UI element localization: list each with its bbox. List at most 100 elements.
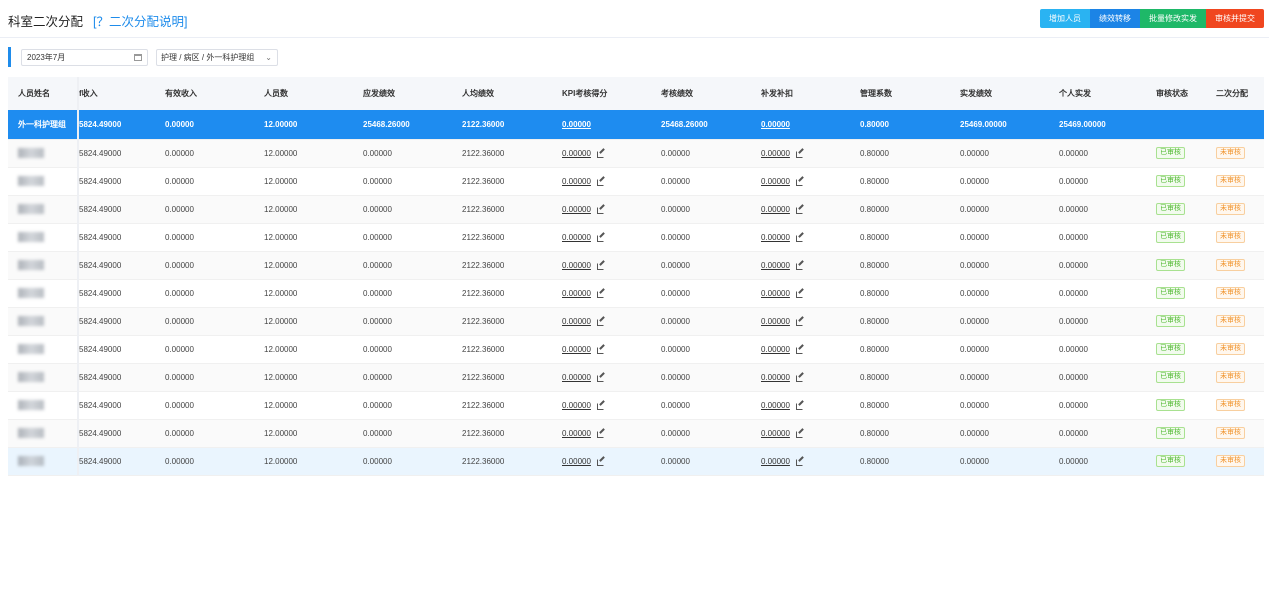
supplement-link[interactable]: 0.00000	[761, 316, 790, 326]
batch-edit-button[interactable]: 批量修改实发	[1140, 9, 1206, 28]
month-picker[interactable]: 2023年7月	[21, 49, 148, 66]
second-status-badge: 未审核	[1216, 455, 1245, 467]
supplement-link[interactable]: 0.00000	[761, 260, 790, 270]
kpi-link[interactable]: 0.00000	[562, 456, 591, 466]
edit-icon[interactable]	[795, 150, 803, 159]
edit-icon[interactable]	[596, 318, 604, 327]
cell-income: 5824.49000	[78, 447, 165, 476]
masked-name: 李一	[18, 232, 44, 242]
table-row[interactable]: 姜一一5824.490000.0000012.000000.000002122.…	[8, 167, 1264, 196]
edit-icon[interactable]	[596, 458, 604, 467]
edit-icon[interactable]	[596, 374, 604, 383]
table-row[interactable]: 一一严5824.490000.0000012.000000.000002122.…	[8, 279, 1264, 308]
cell-headcount: 12.00000	[264, 363, 363, 392]
supplement-link[interactable]: 0.00000	[761, 400, 790, 410]
edit-icon[interactable]	[596, 150, 604, 159]
edit-icon[interactable]	[795, 346, 803, 355]
masked-name: 赵一一	[18, 372, 44, 382]
table-row[interactable]: 杜一一5824.490000.0000012.000000.000002122.…	[8, 139, 1264, 168]
edit-icon[interactable]	[596, 234, 604, 243]
table-row[interactable]: 袁一5824.490000.0000012.000000.000002122.3…	[8, 391, 1264, 420]
edit-icon[interactable]	[596, 262, 604, 271]
cell-kpi: 0.00000	[562, 307, 661, 336]
edit-icon[interactable]	[795, 318, 803, 327]
cell-valid-income: 0.00000	[165, 447, 264, 476]
cell-personal: 0.00000	[1059, 279, 1156, 308]
supplement-link[interactable]: 0.00000	[761, 456, 790, 466]
kpi-link[interactable]: 0.00000	[562, 344, 591, 354]
cell-income: 5824.49000	[78, 335, 165, 364]
edit-icon[interactable]	[596, 290, 604, 299]
table-row[interactable]: 牛一华5824.490000.0000012.000000.000002122.…	[8, 251, 1264, 280]
status-badge: 已审核	[1156, 147, 1185, 159]
cell-valid-income: 0.00000	[165, 167, 264, 196]
kpi-link[interactable]: 0.00000	[562, 204, 591, 214]
cell-name: 姜一一	[8, 167, 79, 196]
edit-icon[interactable]	[795, 262, 803, 271]
cell-assess: 0.00000	[661, 307, 761, 336]
cell-name: 袁一	[8, 391, 79, 420]
status-badge: 已审核	[1156, 455, 1185, 467]
cell-valid-income: 0.00000	[165, 223, 264, 252]
table-row[interactable]: 一一5824.490000.0000012.000000.000002122.3…	[8, 307, 1264, 336]
edit-icon[interactable]	[596, 402, 604, 411]
total-kpi[interactable]: 0.00000	[562, 110, 661, 140]
supplement-link[interactable]: 0.00000	[761, 372, 790, 382]
edit-icon[interactable]	[795, 458, 803, 467]
transfer-performance-button[interactable]: 绩效转移	[1090, 9, 1140, 28]
kpi-link[interactable]: 0.00000	[562, 428, 591, 438]
kpi-link[interactable]: 0.00000	[562, 148, 591, 158]
edit-icon[interactable]	[596, 178, 604, 187]
kpi-link[interactable]: 0.00000	[562, 232, 591, 242]
help-link[interactable]: [？二次分配说明]	[93, 15, 188, 29]
supplement-link[interactable]: 0.00000	[761, 148, 790, 158]
cell-second: 未审核	[1216, 195, 1264, 224]
masked-name: 邢一华	[18, 344, 44, 354]
total-row[interactable]: 外一科护理组 5824.49000 0.00000 12.00000 25468…	[8, 110, 1264, 140]
table-row[interactable]: 赵一一5824.490000.0000012.000000.000002122.…	[8, 363, 1264, 392]
supplement-link[interactable]: 0.00000	[761, 428, 790, 438]
edit-icon[interactable]	[795, 290, 803, 299]
cell-supplement: 0.00000	[761, 279, 860, 308]
kpi-link[interactable]: 0.00000	[562, 316, 591, 326]
review-submit-button[interactable]: 审核并提交	[1206, 9, 1264, 28]
edit-icon[interactable]	[596, 430, 604, 439]
cell-payable: 0.00000	[363, 419, 462, 448]
col-header-payable: 应发绩效	[363, 77, 462, 110]
kpi-link[interactable]: 0.00000	[562, 260, 591, 270]
table-row[interactable]: 刘一5824.490000.0000012.000000.000002122.3…	[8, 447, 1264, 476]
cell-supplement: 0.00000	[761, 139, 860, 168]
status-badge: 已审核	[1156, 427, 1185, 439]
supplement-link[interactable]: 0.00000	[761, 176, 790, 186]
edit-icon[interactable]	[795, 374, 803, 383]
edit-icon[interactable]	[596, 346, 604, 355]
edit-icon[interactable]	[596, 206, 604, 215]
add-person-button[interactable]: 增加人员	[1040, 9, 1090, 28]
table-row[interactable]: 邢一华5824.490000.0000012.000000.000002122.…	[8, 335, 1264, 364]
edit-icon[interactable]	[795, 402, 803, 411]
table-row[interactable]: 李一5824.490000.0000012.000000.000002122.3…	[8, 223, 1264, 252]
cell-actual: 0.00000	[960, 307, 1059, 336]
supplement-link[interactable]: 0.00000	[761, 204, 790, 214]
cell-kpi: 0.00000	[562, 419, 661, 448]
edit-icon[interactable]	[795, 430, 803, 439]
department-select[interactable]: 护理 / 病区 / 外一科护理组 ⌄	[156, 49, 278, 66]
total-supplement[interactable]: 0.00000	[761, 110, 860, 140]
edit-icon[interactable]	[795, 234, 803, 243]
edit-icon[interactable]	[795, 178, 803, 187]
col-header-headcount: 人员数	[264, 77, 363, 110]
kpi-link[interactable]: 0.00000	[562, 372, 591, 382]
table-row[interactable]: 一一一5824.490000.0000012.000000.000002122.…	[8, 419, 1264, 448]
edit-icon[interactable]	[795, 206, 803, 215]
kpi-link[interactable]: 0.00000	[562, 400, 591, 410]
supplement-link[interactable]: 0.00000	[761, 344, 790, 354]
kpi-link[interactable]: 0.00000	[562, 288, 591, 298]
second-status-badge: 未审核	[1216, 175, 1245, 187]
supplement-link[interactable]: 0.00000	[761, 232, 790, 242]
table-row[interactable]: 李一一5824.490000.0000012.000000.000002122.…	[8, 195, 1264, 224]
supplement-link[interactable]: 0.00000	[761, 288, 790, 298]
status-badge: 已审核	[1156, 343, 1185, 355]
status-badge: 已审核	[1156, 399, 1185, 411]
kpi-link[interactable]: 0.00000	[562, 176, 591, 186]
masked-name: 袁一	[18, 400, 44, 410]
